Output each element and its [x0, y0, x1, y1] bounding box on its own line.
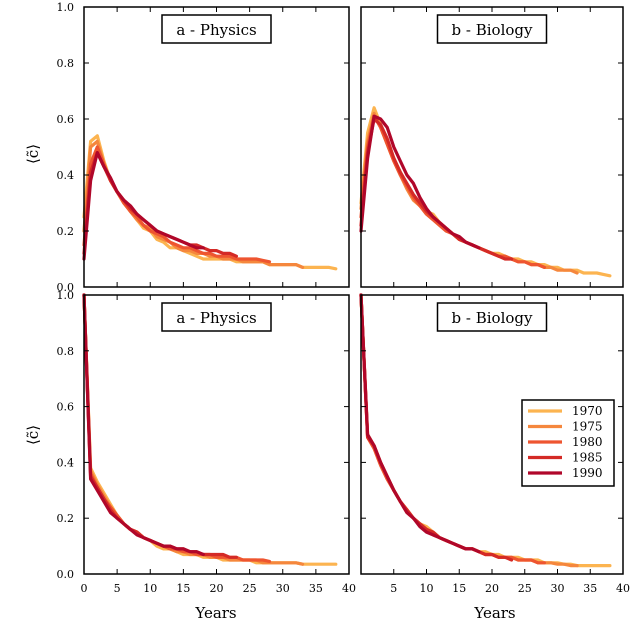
panel-title-biology-bottom: b - Biology [452, 309, 533, 327]
series-line-1990-physics-bottom [82, 293, 205, 557]
panel-title-physics-top: a - Physics [176, 21, 256, 39]
series-line-1985-biology-top [359, 117, 514, 261]
panel-physics-top: 0.0 0.2 0.4 0.6 0.8 1.0 a - Physics [57, 1, 350, 294]
series-line-1990-physics-top [82, 151, 205, 261]
legend-label-1990: 1990 [572, 466, 603, 480]
y-tick-label-physics-bottom-1: 0.2 [57, 512, 75, 525]
series-line-1990-biology-bottom [359, 293, 481, 554]
panel-biology-bottom: 5 10 15 20 25 30 35 40b - Biology19701975198019… [359, 293, 630, 595]
x-tick-label-biology-bottom-2: 10 [420, 582, 434, 595]
panel-title-box-biology-top [436, 14, 548, 44]
x-tick-label-physics-bottom-5: 25 [243, 582, 257, 595]
y-tick-label-physics-bottom-3: 0.6 [57, 401, 75, 414]
x-tick-label-physics-bottom-1: 5 [114, 582, 121, 595]
series-line-1985-physics-bottom [82, 293, 238, 559]
x-tick-label-biology-bottom-6: 30 [551, 582, 565, 595]
y-tick-label-physics-bottom-2: 0.4 [57, 456, 75, 469]
y-tick-label-physics-top-0: 0.0 [57, 281, 75, 294]
y-tick-label-physics-top-5: 1.0 [57, 1, 75, 14]
panel-title-box-physics-top [161, 14, 272, 44]
x-tick-label-physics-bottom-7: 35 [309, 582, 323, 595]
panel-biology-top: b - Biology [359, 6, 624, 288]
legend-label-1980: 1980 [572, 435, 603, 449]
y-tick-label-physics-bottom-0: 0.0 [57, 568, 75, 581]
y-tick-label-physics-top-3: 0.6 [57, 113, 75, 126]
series-line-1980-physics-bottom [82, 293, 272, 564]
x-tick-label-physics-bottom-6: 30 [276, 582, 290, 595]
panel-title-physics-bottom: a - Physics [176, 309, 256, 327]
panel-title-box-physics-bottom [161, 302, 272, 332]
x-tick-label-biology-bottom-3: 15 [452, 582, 466, 595]
panel-physics-bottom: 0.0 0.2 0.4 0.6 0.8 1.0 0 5 10 15 20 25 30 35 40 a - Ph… [57, 289, 357, 595]
series-line-1975-physics-bottom [82, 293, 305, 566]
x-tick-label-biology-bottom-5: 25 [518, 582, 532, 595]
panels: 0.0 0.2 0.4 0.6 0.8 1.0 a - Physics b - Biology… [57, 1, 630, 595]
series-line-1985-biology-bottom [359, 293, 514, 562]
panel-frame-physics-top [83, 6, 350, 288]
series-line-1980-biology-bottom [359, 293, 547, 565]
legend-label-1975: 1975 [572, 420, 603, 434]
y-tick-label-physics-top-2: 0.4 [57, 169, 75, 182]
legend-label-1970: 1970 [572, 404, 603, 418]
x-axis-label-right: Years [473, 604, 515, 622]
series-line-1980-physics-top [82, 145, 272, 264]
panel-frame-biology-top [360, 6, 624, 288]
y-tick-label-physics-bottom-4: 0.8 [57, 345, 75, 358]
panel-frame-physics-bottom [83, 294, 350, 575]
panel-title-biology-top: b - Biology [452, 21, 533, 39]
y-axis-label-bottom: ⟨c̃⟩ [24, 425, 42, 445]
x-tick-label-biology-bottom-7: 35 [583, 582, 597, 595]
y-tick-label-physics-top-4: 0.8 [57, 57, 75, 70]
x-tick-label-biology-bottom-4: 20 [485, 582, 499, 595]
x-tick-label-physics-bottom-0: 0 [81, 582, 88, 595]
x-tick-label-physics-bottom-2: 10 [143, 582, 157, 595]
y-axis-label-top: ⟨c̃⟩ [24, 144, 42, 164]
series-line-1990-biology-top [359, 114, 481, 250]
x-tick-label-biology-bottom-1: 5 [390, 582, 397, 595]
y-tick-label-physics-top-1: 0.2 [57, 225, 75, 238]
x-tick-label-biology-bottom-8: 40 [616, 582, 630, 595]
panel-title-box-biology-bottom [436, 302, 548, 332]
x-axis-label-left: Years [194, 604, 236, 622]
x-tick-label-physics-bottom-3: 15 [176, 582, 190, 595]
legend-label-1985: 1985 [572, 451, 603, 465]
x-tick-label-physics-bottom-4: 20 [210, 582, 224, 595]
series-line-1975-biology-top [359, 111, 579, 275]
x-tick-label-physics-bottom-8: 40 [342, 582, 356, 595]
y-tick-label-physics-bottom-5: 1.0 [57, 289, 75, 302]
